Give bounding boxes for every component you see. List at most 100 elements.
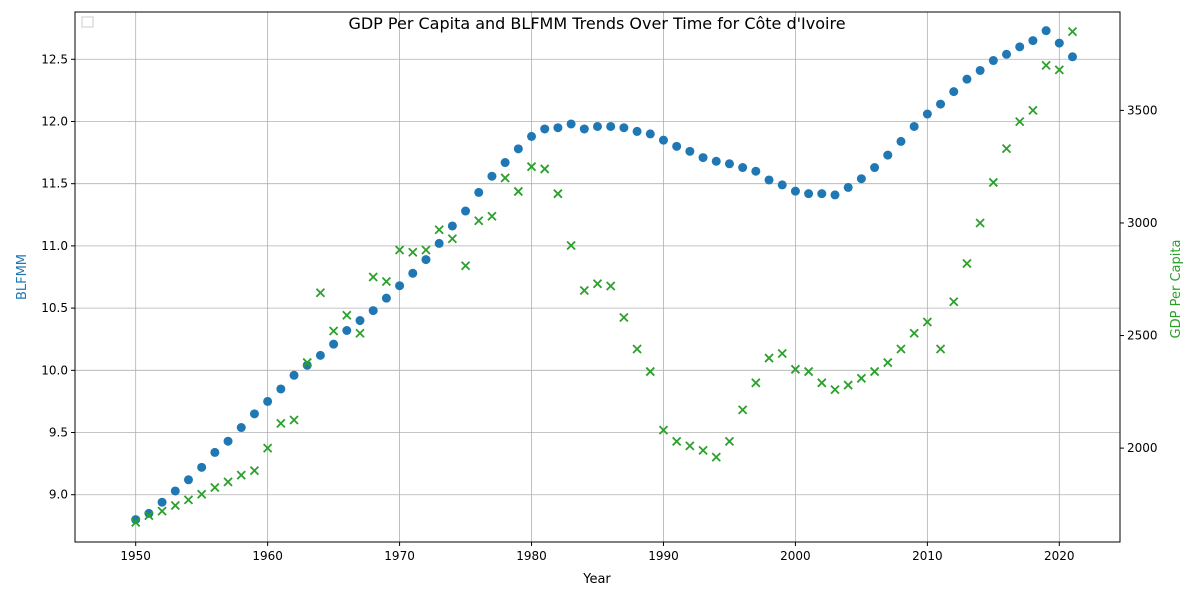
blfmm-point — [593, 121, 602, 131]
blfmm-point — [527, 131, 537, 141]
blfmm-point — [197, 462, 207, 472]
gdp-per-capita-point — [645, 366, 655, 377]
gdp-per-capita-point — [830, 384, 840, 395]
gdp-per-capita-point — [368, 272, 378, 282]
gdp-per-capita-point — [1067, 26, 1078, 37]
blfmm-point — [1015, 42, 1025, 52]
gdp-per-capita-point — [685, 441, 695, 451]
blfmm-point — [843, 182, 853, 192]
gdp-per-capita-point — [896, 344, 906, 354]
gdp-per-capita-point — [922, 317, 932, 327]
blfmm-point — [619, 123, 629, 133]
gdp-per-capita-point — [236, 470, 246, 480]
blfmm-point — [724, 159, 734, 169]
blfmm-point — [738, 163, 748, 173]
blfmm-point — [632, 126, 642, 136]
blfmm-point — [540, 124, 550, 134]
blfmm-point — [1028, 36, 1038, 46]
x-tick-label: 2020 — [1044, 549, 1075, 563]
gdp-per-capita-point — [711, 452, 721, 462]
y-right-tick-label: 3500 — [1127, 103, 1158, 117]
x-axis-label: Year — [582, 572, 611, 587]
gdp-per-capita-point — [540, 164, 550, 174]
y-right-tick-label: 3000 — [1127, 216, 1158, 230]
gdp-per-capita-point — [289, 415, 299, 425]
x-tick-label: 1980 — [516, 549, 547, 563]
blfmm-point — [1002, 49, 1012, 59]
blfmm-point — [1041, 26, 1051, 36]
gdp-per-capita-point — [988, 177, 998, 188]
gdp-per-capita-point — [1041, 60, 1051, 70]
gdp-per-capita-point — [777, 348, 787, 359]
blfmm-point — [157, 497, 167, 507]
blfmm-point — [896, 136, 906, 146]
gdp-per-capita-point — [434, 225, 444, 235]
y-right-axis-label: GDP Per Capita — [1169, 240, 1184, 339]
gdp-per-capita-point — [962, 258, 972, 269]
gdp-per-capita-point — [1015, 117, 1025, 127]
blfmm-point — [513, 144, 523, 154]
gdp-per-capita-point — [1001, 144, 1012, 154]
blfmm-point — [1054, 38, 1064, 48]
blfmm-point — [975, 65, 985, 75]
y-right-tick-label: 2000 — [1127, 441, 1158, 455]
gdp-per-capita-point — [170, 500, 180, 511]
blfmm-point — [329, 339, 339, 349]
gdp-per-capita-point — [764, 353, 774, 363]
gdp-per-capita-point — [223, 477, 233, 487]
blfmm-point — [276, 384, 286, 394]
gdp-per-capita-point — [249, 465, 260, 476]
y-right-tick-label: 2500 — [1127, 329, 1158, 343]
blfmm-point — [210, 447, 220, 457]
y-left-tick-label: 12.0 — [41, 114, 68, 128]
y-left-tick-label: 11.0 — [41, 239, 68, 253]
gdp-per-capita-point — [1028, 105, 1038, 116]
gdp-per-capita-point — [606, 281, 616, 291]
blfmm-point — [236, 423, 246, 433]
x-tick-label: 1990 — [648, 549, 679, 563]
gdp-per-capita-point — [949, 297, 959, 307]
blfmm-point — [790, 186, 800, 196]
y-left-tick-label: 11.5 — [41, 177, 68, 191]
gdp-per-capita-point — [197, 489, 207, 499]
gdp-per-capita-point — [355, 328, 365, 338]
blfmm-point — [381, 293, 391, 303]
y-left-tick-label: 12.5 — [41, 52, 68, 66]
gdp-per-capita-point — [592, 279, 603, 289]
blfmm-point — [658, 135, 668, 145]
blfmm-point — [606, 121, 616, 131]
gdp-per-capita-point — [513, 186, 523, 197]
blfmm-point — [988, 56, 998, 66]
blfmm-point — [395, 281, 405, 291]
blfmm-point — [936, 99, 946, 109]
chart-title: GDP Per Capita and BLFMM Trends Over Tim… — [348, 14, 845, 33]
blfmm-point — [144, 508, 154, 518]
gdp-per-capita-point — [909, 328, 919, 338]
blfmm-point — [368, 306, 378, 316]
gdp-per-capita-point — [869, 366, 880, 377]
gdp-per-capita-point — [883, 357, 893, 368]
blfmm-point — [289, 370, 299, 380]
y-left-tick-label: 9.5 — [49, 426, 68, 440]
blfmm-point — [131, 515, 141, 525]
blfmm-point — [461, 206, 471, 216]
gdp-per-capita-point — [460, 261, 471, 271]
blfmm-point — [408, 268, 418, 278]
blfmm-point — [817, 189, 827, 199]
blfmm-point — [830, 190, 840, 200]
gdp-per-capita-point — [526, 162, 537, 172]
gdp-per-capita-point — [698, 445, 708, 456]
blfmm-point — [698, 153, 708, 163]
x-tick-label: 1950 — [120, 549, 151, 563]
x-tick-label: 2010 — [912, 549, 943, 563]
blfmm-point — [421, 255, 431, 265]
blfmm-point — [263, 396, 273, 406]
axis-ticks: 1950 1960 1970 1980 1990 2000 2010 2020 9.0 9.5 10… — [41, 52, 1157, 563]
blfmm-point — [249, 409, 259, 419]
gdp-per-capita-point — [935, 344, 946, 354]
blfmm-point — [447, 221, 457, 231]
blfmm-point — [777, 180, 787, 190]
gdp-per-capita-point — [632, 344, 642, 354]
blfmm-point — [170, 486, 180, 496]
